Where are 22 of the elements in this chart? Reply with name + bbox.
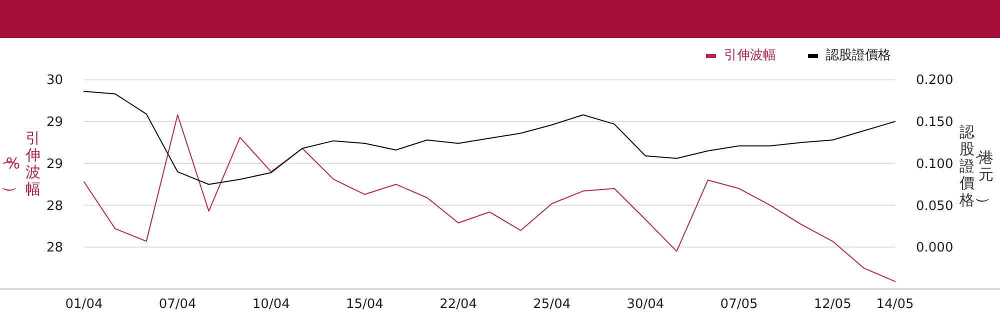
y-tick-label: 30 — [46, 73, 63, 88]
x-tick-label: 01/04 — [65, 297, 103, 312]
x-tick-label: 07/05 — [720, 297, 758, 312]
x-tick-label: 25/04 — [533, 297, 571, 312]
x-tick-label: 22/04 — [440, 297, 478, 312]
y-tick-label: 28 — [46, 240, 63, 256]
x-tick-label: 07/04 — [158, 297, 196, 312]
y-tick-label: 29 — [46, 115, 63, 130]
y2-tick-label: 0.100 — [916, 156, 954, 172]
y2-tick-label: 0.050 — [916, 198, 954, 214]
y2-tick-label: 0.200 — [916, 73, 954, 88]
x-tick-label: 15/04 — [346, 297, 384, 312]
y2-tick-label: 0.150 — [916, 115, 954, 130]
y-tick-label: 29 — [46, 156, 63, 172]
legend-label: 引伸波幅 — [724, 48, 776, 63]
x-tick-label: 30/04 — [626, 297, 664, 312]
x-tick-label: 10/04 — [252, 297, 290, 312]
y2-tick-label: 0.000 — [916, 240, 954, 256]
x-tick-label: 12/05 — [814, 297, 852, 312]
x-tick-label: 14/05 — [876, 297, 914, 312]
legend-label: 認股證價格 — [826, 48, 891, 63]
y-tick-label: 28 — [46, 198, 63, 214]
